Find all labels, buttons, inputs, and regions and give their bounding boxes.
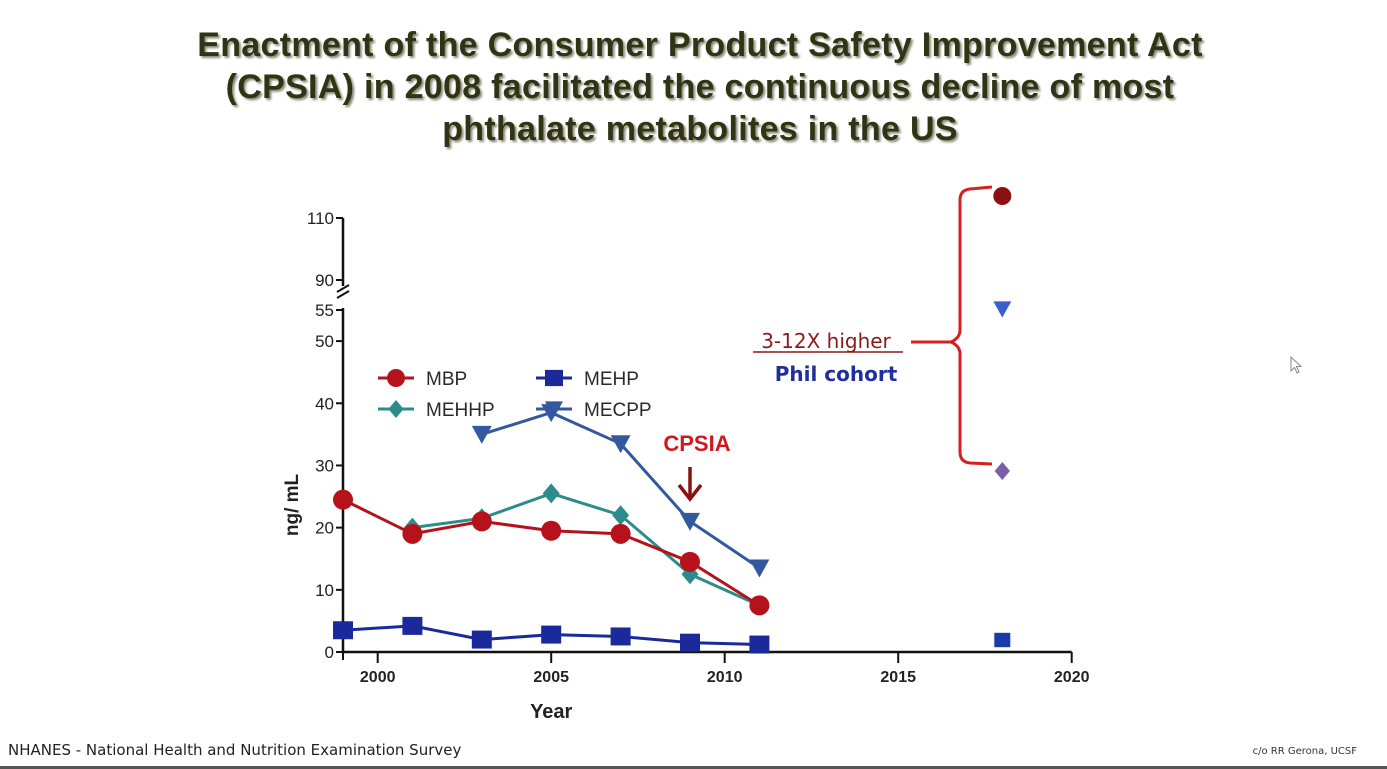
bottom-border [0,766,1387,769]
data-point-mehp [680,633,700,652]
legend-label-mbp: MBP [426,369,467,390]
phil-cohort-point-mecpp [993,301,1012,318]
data-point-mbp [402,523,423,544]
series-line-mehhp [412,491,761,607]
legend-marker-mehhp [388,400,404,418]
data-point-mecpp [749,559,770,578]
axis-break-mark [336,284,350,293]
data-point-mecpp [610,435,631,454]
data-point-mbp [541,520,562,541]
data-point-mbp [610,523,631,544]
slide-title-line-2: (CPSIA) in 2008 facilitated the continuo… [225,68,1175,106]
footer-source: NHANES - National Health and Nutrition E… [8,741,462,759]
data-point-mehhp [612,505,630,526]
y-tick-label: 90 [315,271,334,290]
axes: 0 10 20 30 40 50 55 90 110 2000 2005 2010 2015 2020 Ye… [282,209,1090,723]
bracket-icon [947,185,993,466]
axis-break-mark [336,290,350,299]
fold-higher-label: 3-12X higher [761,329,891,353]
y-tick-label: 110 [307,209,334,228]
phil-cohort-label: Phil cohort [775,362,898,386]
data-point-mecpp [680,512,700,531]
legend-label-mecpp: MECPP [584,400,652,421]
cpsia-label: CPSIA [663,431,730,456]
legend: MBP MEHHP MEHP MECPP [378,369,652,421]
x-tick-label: 2020 [1054,669,1090,686]
y-tick-label: 55 [315,301,334,320]
x-tick-label: 2000 [360,669,396,686]
x-tick-label: 2005 [533,669,569,686]
data-point-mbp [749,595,770,616]
x-tick-label: 2015 [880,669,916,686]
slide-title-line-3: phthalate metabolites in the US [442,110,958,148]
phil-cohort-point-mbp [993,187,1012,205]
legend-marker-mbp [387,369,405,387]
y-tick-label: 10 [315,581,334,600]
slide-title: Enactment of the Consumer Product Safety… [0,24,1387,150]
data-point-mehp [471,630,492,649]
y-tick-label: 0 [325,643,334,662]
y-tick-label: 40 [315,394,334,413]
data-point-mehp [333,621,353,640]
data-point-mbp [680,551,700,572]
data-point-mehhp [542,483,560,504]
cpsia-arrow-head [677,483,703,502]
slide-title-line-1: Enactment of the Consumer Product Safety… [197,26,1203,64]
data-point-mehp [749,635,770,654]
data-point-mbp [333,489,353,510]
legend-marker-mecpp [545,401,563,418]
phil-cohort-point-mehp [994,632,1011,648]
footer-credit: c/o RR Gerona, UCSF [1252,746,1357,757]
x-tick-label: 2010 [707,669,743,686]
data-point-mbp [471,511,492,532]
y-axis-label: ng/ mL [282,473,303,536]
y-tick-label: 20 [315,519,334,538]
data-point-mehp [541,625,562,644]
legend-label-mehhp: MEHHP [426,400,495,421]
y-tick-label: 30 [315,456,334,475]
legend-label-mehp: MEHP [584,369,639,390]
annotations: CPSIA 3-12X higher Phil cohort [663,185,993,502]
legend-marker-mehp [545,369,563,387]
phil-cohort-point-mehhp [994,462,1010,480]
data-point-mehp [402,616,423,635]
x-axis-label: Year [530,701,572,723]
data-point-mehp [610,627,631,646]
data-point-mecpp [471,425,492,444]
y-tick-label: 50 [315,332,334,351]
